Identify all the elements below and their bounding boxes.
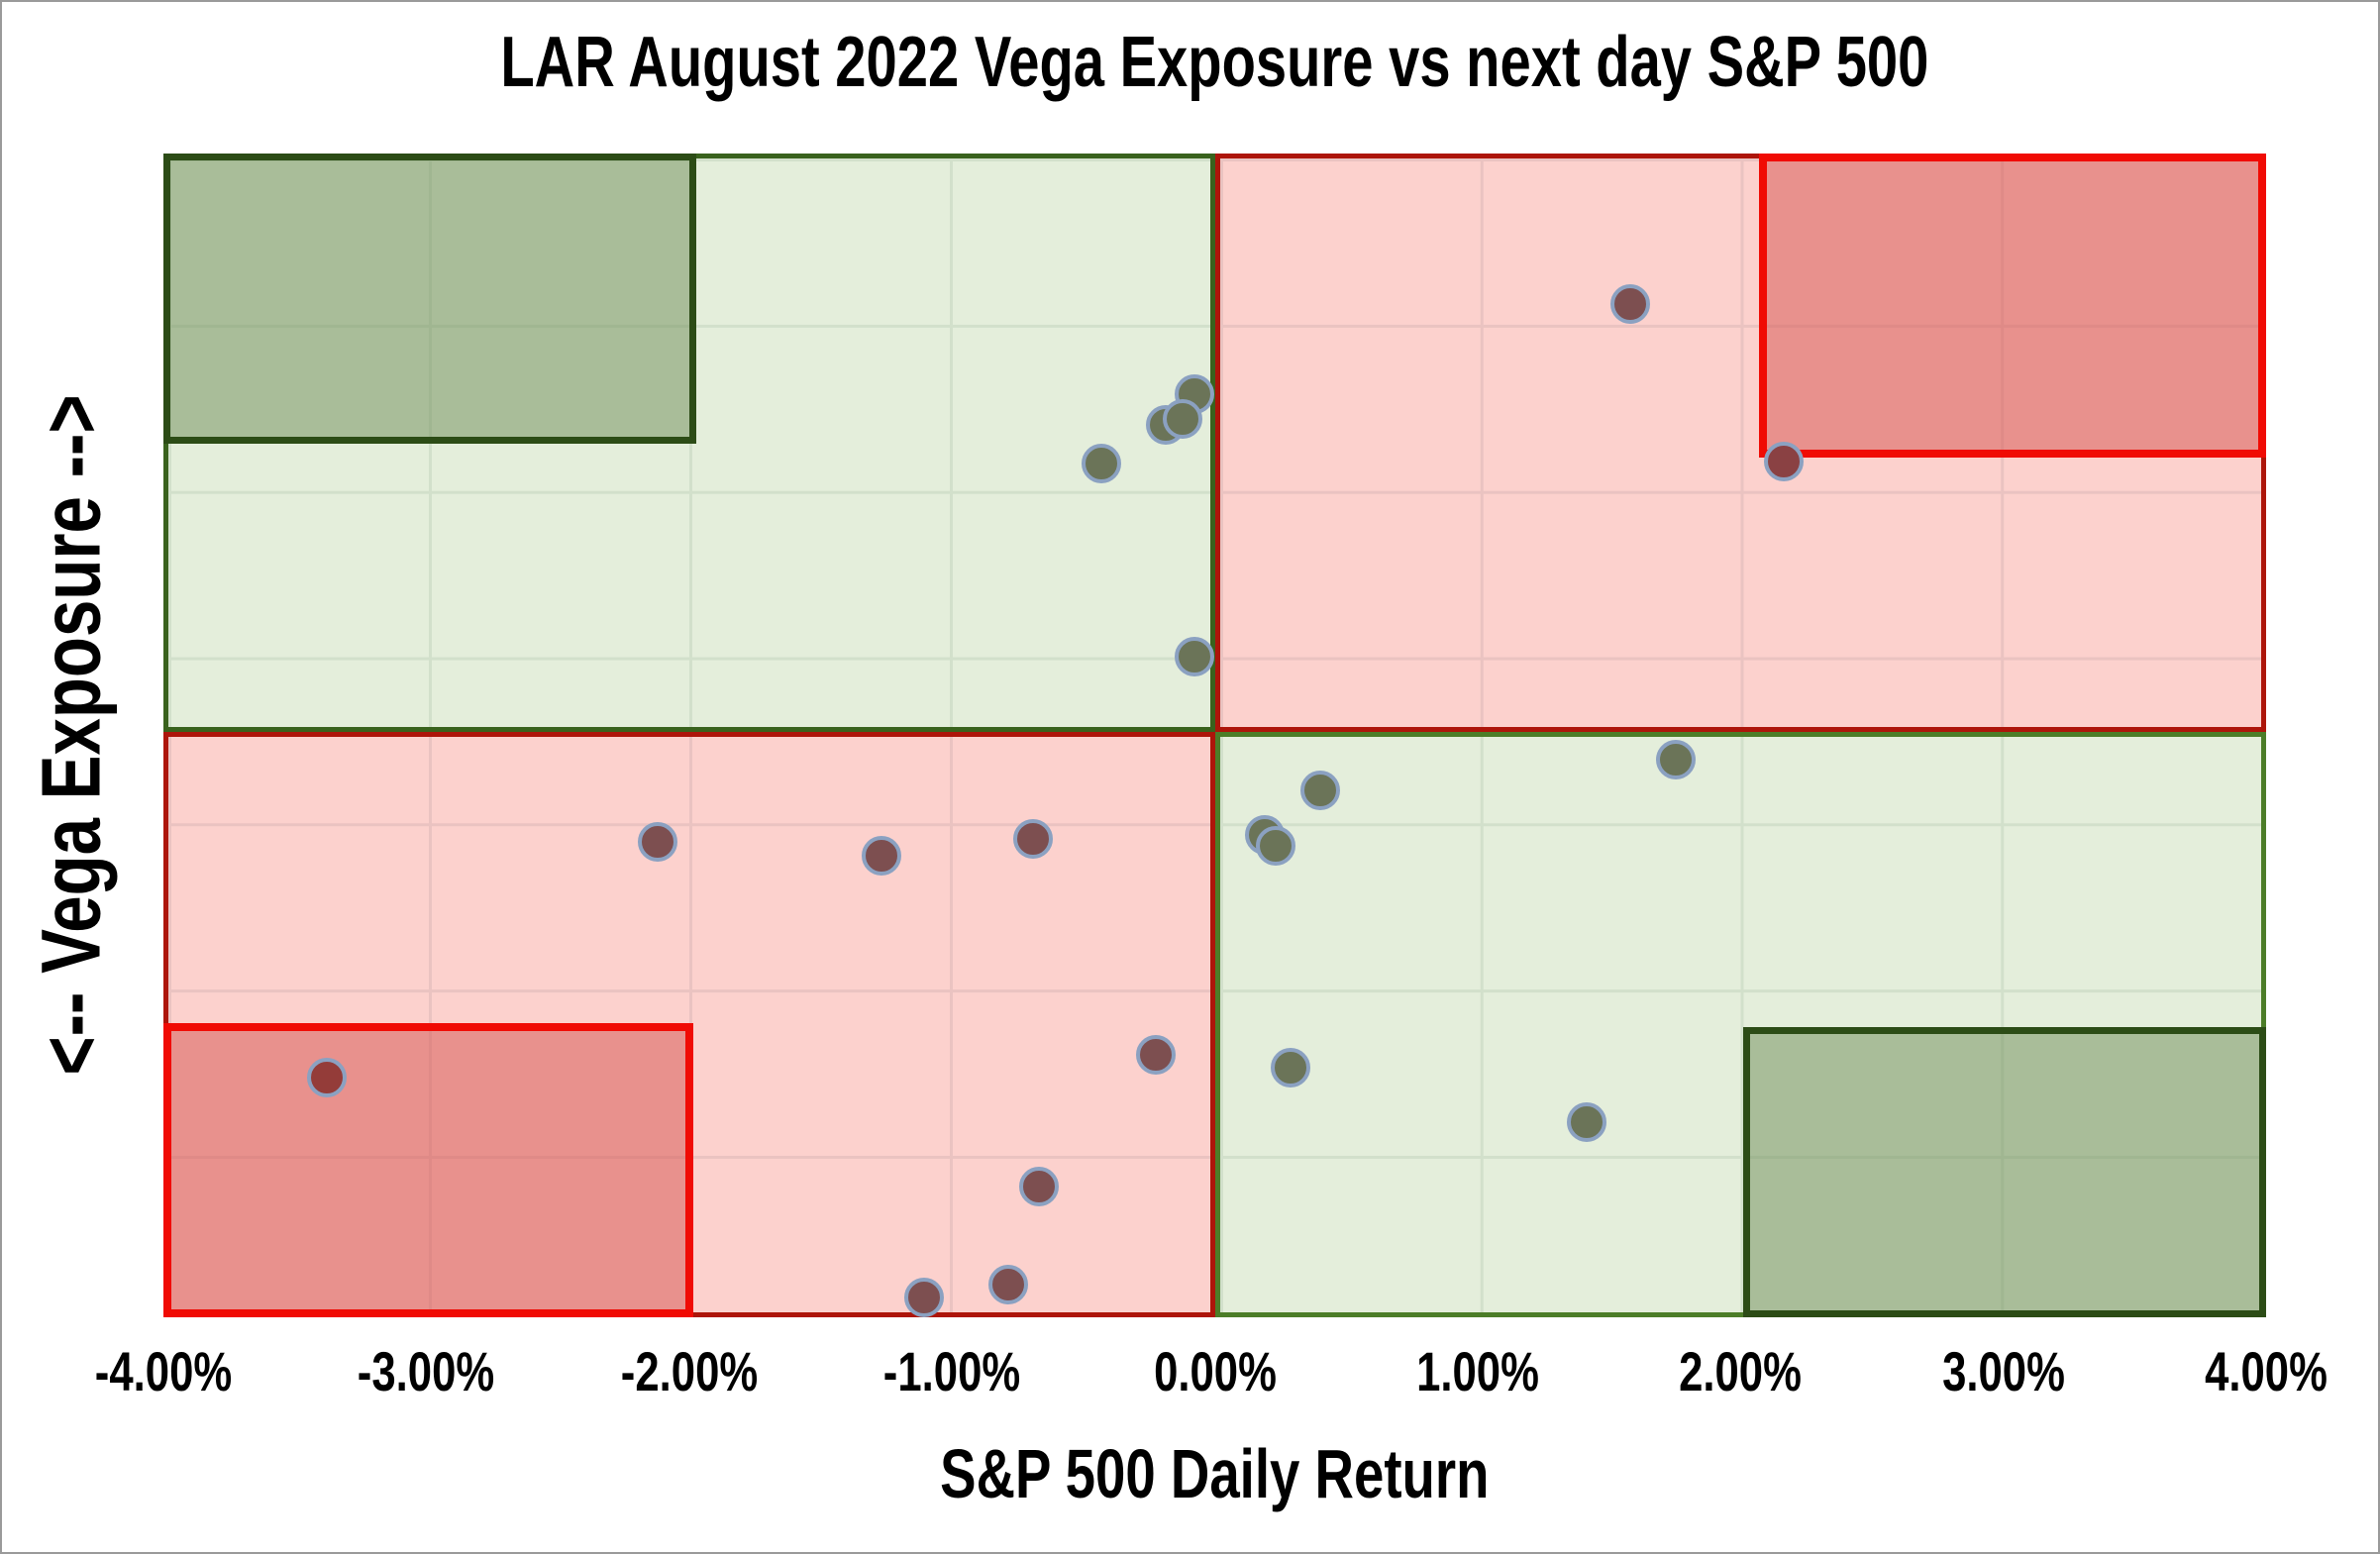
scatter-point (862, 835, 901, 876)
scatter-point (1136, 1035, 1177, 1076)
x-axis-title-text: S&P 500 Daily Return (940, 1435, 1490, 1512)
chart-title-text: LAR August 2022 Vega Exposure vs next da… (500, 23, 1929, 102)
x-tick-label: 1.00% (1415, 1340, 1539, 1402)
x-tick-label: 3.00% (1941, 1340, 2065, 1402)
scatter-point (1270, 1047, 1310, 1088)
scatter-point (1019, 1167, 1060, 1207)
scatter-point (1763, 442, 1804, 482)
scatter-point (903, 1278, 944, 1318)
scatter-point (1300, 770, 1341, 810)
corner-box-top-right (1758, 154, 2266, 459)
corner-box-bottom-left (163, 1022, 693, 1317)
y-axis-title: <-- Vega Exposure --> (24, 394, 120, 1075)
x-axis-title: S&P 500 Daily Return (163, 1434, 2266, 1513)
scatter-point (1082, 444, 1122, 484)
corner-box-bottom-right (1742, 1026, 2266, 1317)
plot-area (163, 154, 2266, 1318)
x-tick-label: -3.00% (358, 1340, 495, 1402)
x-tick-label: 4.00% (2205, 1340, 2328, 1402)
x-tick-label: -1.00% (882, 1340, 1021, 1402)
scatter-point (637, 822, 677, 862)
scatter-point (1610, 284, 1650, 325)
scatter-point (1174, 636, 1214, 676)
scatter-point (1163, 399, 1203, 440)
x-tick-label: -2.00% (620, 1340, 758, 1402)
scatter-point (988, 1264, 1029, 1304)
corner-box-top-left (163, 154, 696, 445)
scatter-point (1013, 818, 1054, 859)
y-axis-title-text: <-- Vega Exposure --> (24, 394, 118, 1076)
scatter-point (1567, 1101, 1607, 1142)
scatter-point (1656, 740, 1697, 780)
chart-title: LAR August 2022 Vega Exposure vs next da… (163, 22, 2266, 103)
x-axis-tick-labels: -4.00% -3.00% -2.00% -1.00% 0.00% 1.00% 2.00% 3… (95, 1339, 2328, 1408)
scatter-point (306, 1057, 347, 1097)
x-tick-label: -4.00% (94, 1340, 233, 1402)
scatter-point (1256, 826, 1296, 866)
x-tick-label: 0.00% (1153, 1340, 1277, 1402)
x-tick-label: 2.00% (1679, 1340, 1803, 1402)
